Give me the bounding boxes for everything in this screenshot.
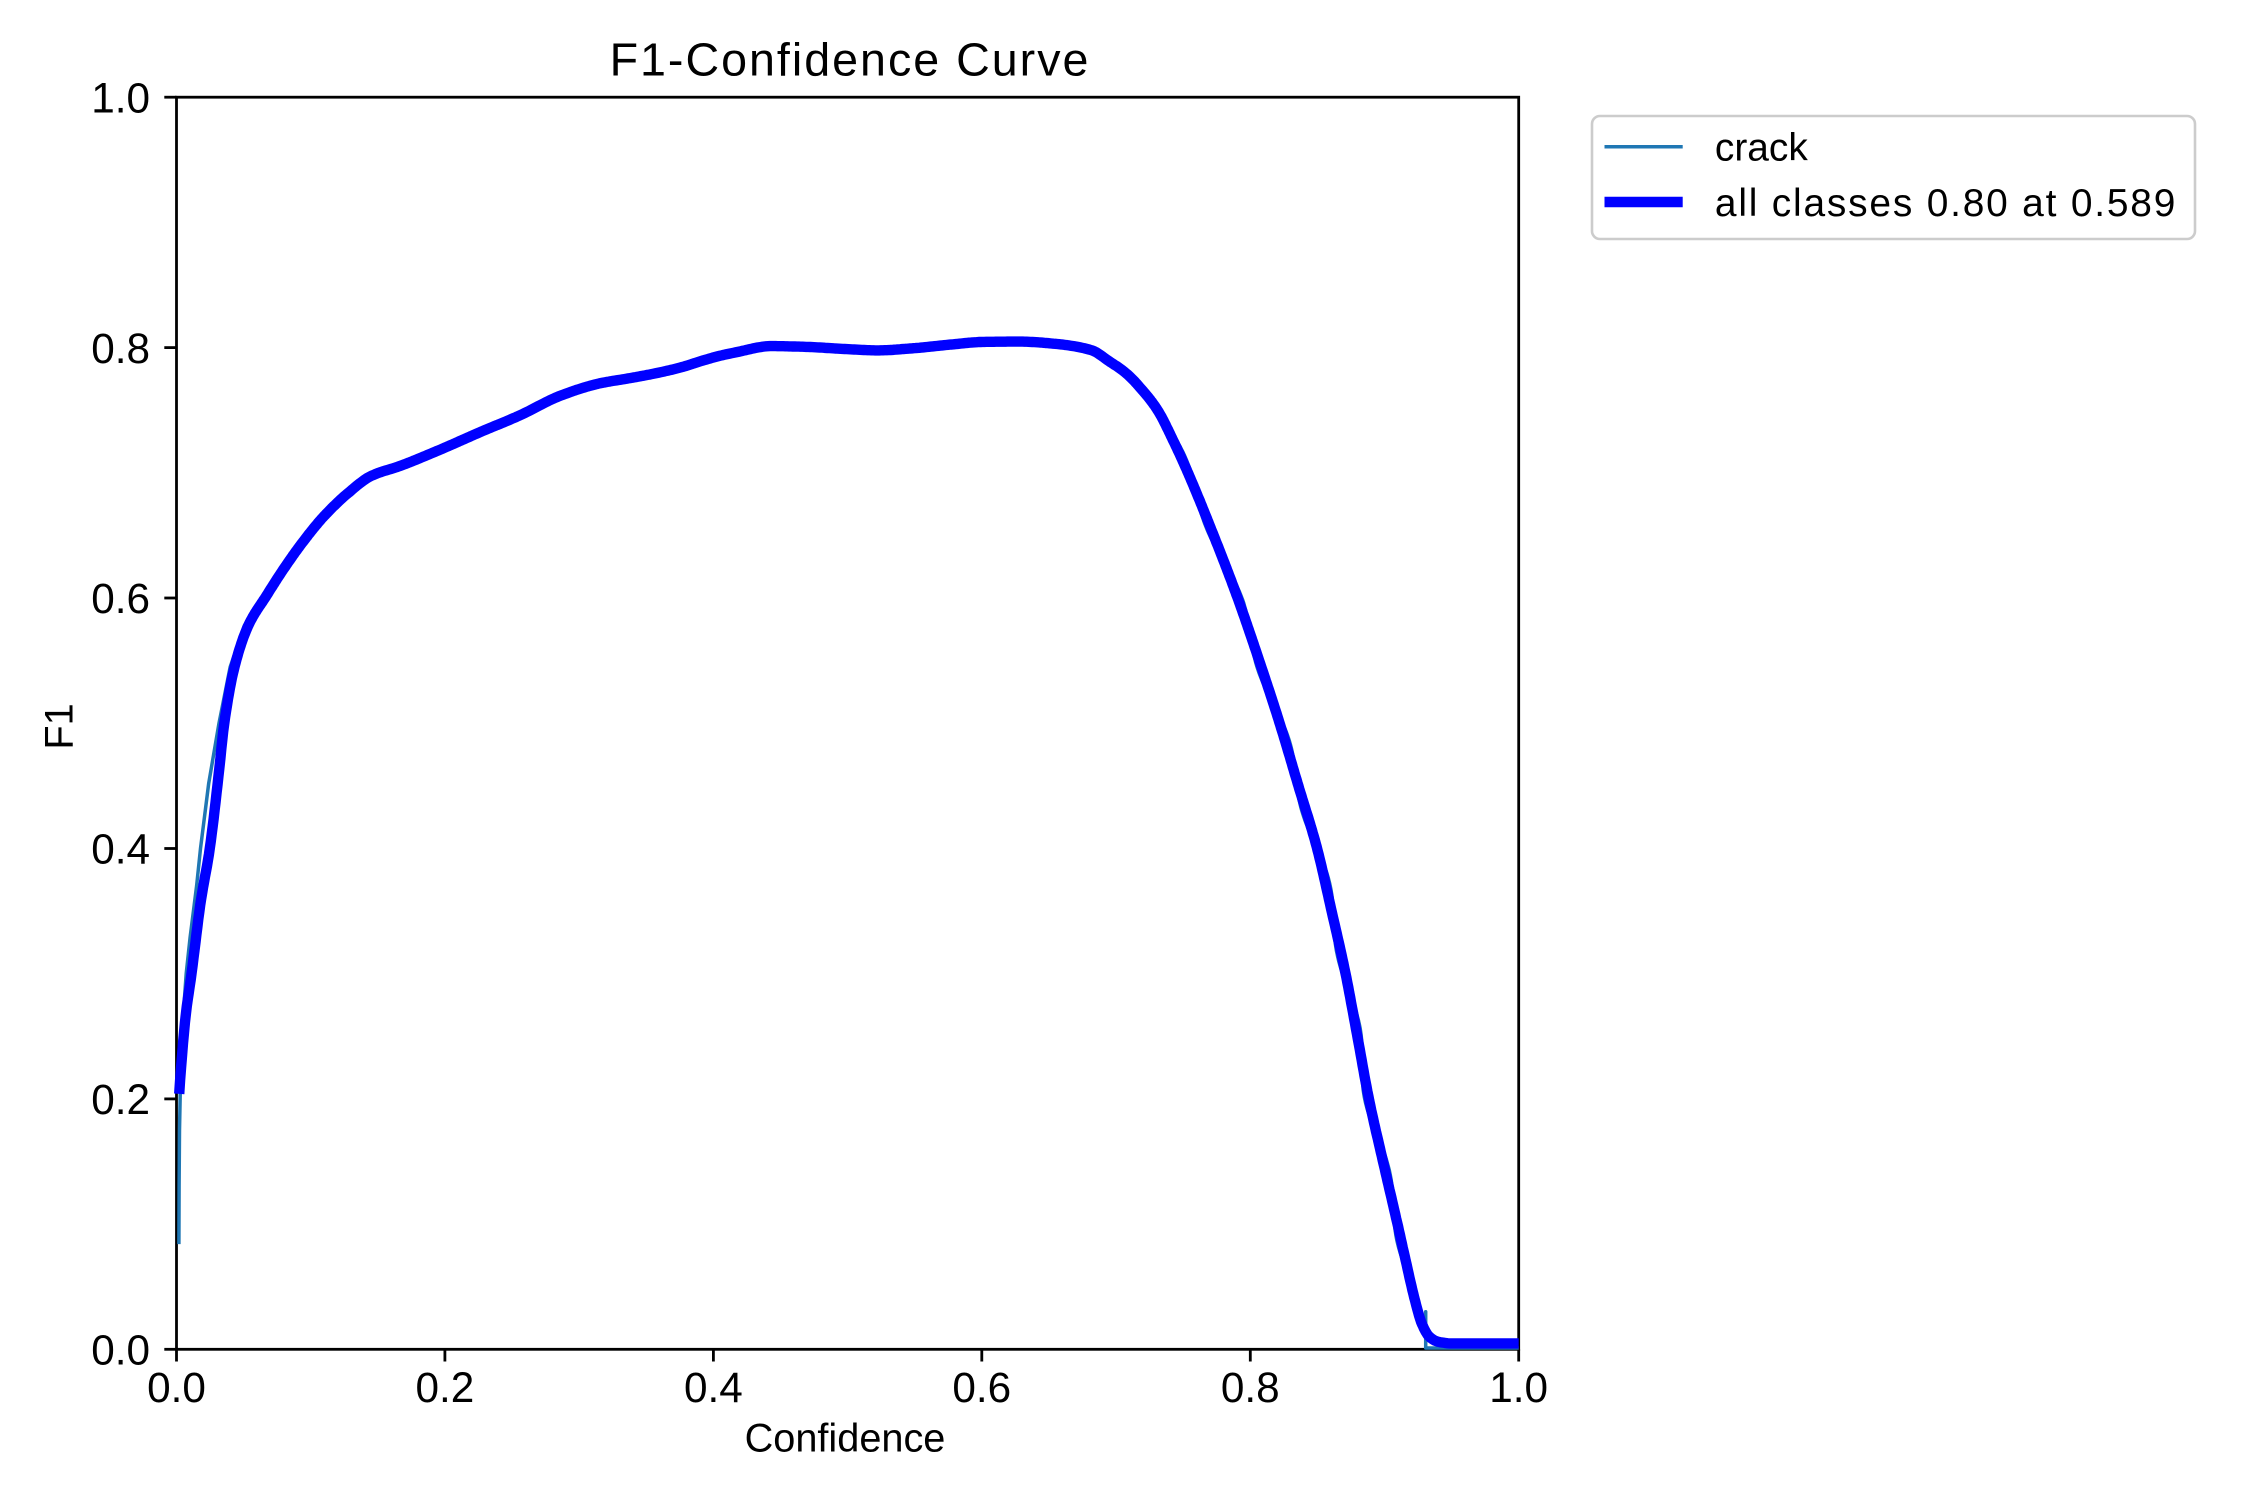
svg-text:crack: crack (1715, 127, 1808, 170)
svg-text:all classes 0.80 at 0.589: all classes 0.80 at 0.589 (1715, 182, 2177, 225)
svg-text:0.4: 0.4 (91, 826, 150, 873)
svg-text:0.6: 0.6 (91, 575, 150, 622)
svg-text:0.4: 0.4 (684, 1364, 743, 1411)
svg-text:1.0: 1.0 (1489, 1364, 1548, 1411)
svg-text:F1: F1 (38, 703, 82, 749)
svg-text:F1-Confidence Curve: F1-Confidence Curve (610, 34, 1091, 86)
svg-text:Confidence: Confidence (745, 1417, 946, 1461)
svg-text:1.0: 1.0 (91, 74, 150, 121)
svg-text:0.8: 0.8 (91, 325, 150, 372)
svg-text:0.2: 0.2 (91, 1076, 150, 1123)
svg-text:0.6: 0.6 (952, 1364, 1011, 1411)
svg-text:0.0: 0.0 (147, 1364, 206, 1411)
svg-text:0.2: 0.2 (415, 1364, 474, 1411)
svg-text:0.0: 0.0 (91, 1327, 150, 1374)
svg-text:0.8: 0.8 (1221, 1364, 1280, 1411)
